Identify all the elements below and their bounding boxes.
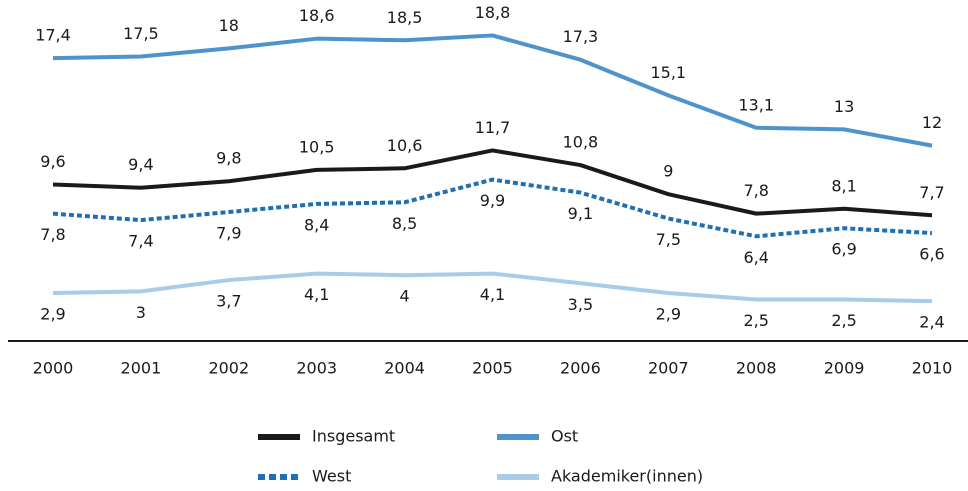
data-label: 9,4: [128, 155, 153, 174]
legend-label: West: [312, 467, 351, 486]
data-label: 18,8: [475, 3, 511, 22]
data-label: 6,4: [743, 248, 768, 267]
data-label: 8,5: [392, 214, 417, 233]
x-tick-label: 2002: [208, 359, 249, 378]
data-label: 13: [834, 97, 854, 116]
data-label: 2,5: [831, 311, 856, 330]
series-line: [52, 177, 933, 239]
x-tick-label: 2009: [824, 359, 865, 378]
x-tick-label: 2004: [384, 359, 425, 378]
data-label: 3,5: [568, 295, 593, 314]
legend-label: Ost: [551, 427, 578, 446]
series-line: [52, 271, 933, 304]
legend-label: Akademiker(innen): [551, 467, 703, 486]
data-label: 7,8: [40, 225, 65, 244]
data-label: 2,9: [40, 305, 65, 324]
data-label: 17,5: [123, 24, 159, 43]
data-label: 18: [219, 16, 239, 35]
data-label: 2,5: [743, 311, 768, 330]
data-label: 10,8: [563, 133, 599, 152]
data-label: 17,4: [35, 26, 71, 45]
x-tick-label: 2001: [121, 359, 162, 378]
data-label: 7,5: [656, 230, 681, 249]
data-label: 2,4: [919, 313, 944, 332]
x-tick-label: 2005: [472, 359, 513, 378]
x-tick-label: 2007: [648, 359, 689, 378]
legend-label: Insgesamt: [312, 427, 395, 446]
x-tick-label: 2010: [912, 359, 953, 378]
data-label: 8,4: [304, 215, 329, 234]
data-label: 18,6: [299, 6, 335, 25]
data-label: 7,4: [128, 232, 153, 251]
data-label: 15,1: [650, 63, 686, 82]
data-label: 7,7: [919, 183, 944, 202]
x-tick-label: 2003: [296, 359, 337, 378]
data-label: 10,6: [387, 136, 423, 155]
data-label: 9: [663, 162, 673, 181]
data-label: 4: [400, 287, 410, 306]
data-label: 4,1: [304, 285, 329, 304]
data-label: 7,9: [216, 224, 241, 243]
data-label: 9,6: [40, 152, 65, 171]
data-label: 10,5: [299, 137, 335, 156]
data-label: 6,6: [919, 245, 944, 264]
series-line: [52, 33, 933, 148]
data-label: 3: [136, 303, 146, 322]
data-label: 2,9: [656, 305, 681, 324]
data-label: 11,7: [475, 118, 511, 137]
series-line: [52, 148, 933, 218]
x-tick-label: 2008: [736, 359, 777, 378]
data-label: 17,3: [563, 27, 599, 46]
data-label: 12: [922, 113, 942, 132]
data-label: 18,5: [387, 8, 423, 27]
data-label: 6,9: [831, 240, 856, 259]
data-label: 9,1: [568, 204, 593, 223]
data-label: 3,7: [216, 292, 241, 311]
x-tick-label: 2000: [33, 359, 74, 378]
x-tick-label: 2006: [560, 359, 601, 378]
data-label: 9,8: [216, 149, 241, 168]
data-label: 4,1: [480, 285, 505, 304]
data-label: 7,8: [743, 181, 768, 200]
data-label: 9,9: [480, 191, 505, 210]
data-label: 8,1: [831, 176, 856, 195]
data-label: 13,1: [738, 95, 774, 114]
